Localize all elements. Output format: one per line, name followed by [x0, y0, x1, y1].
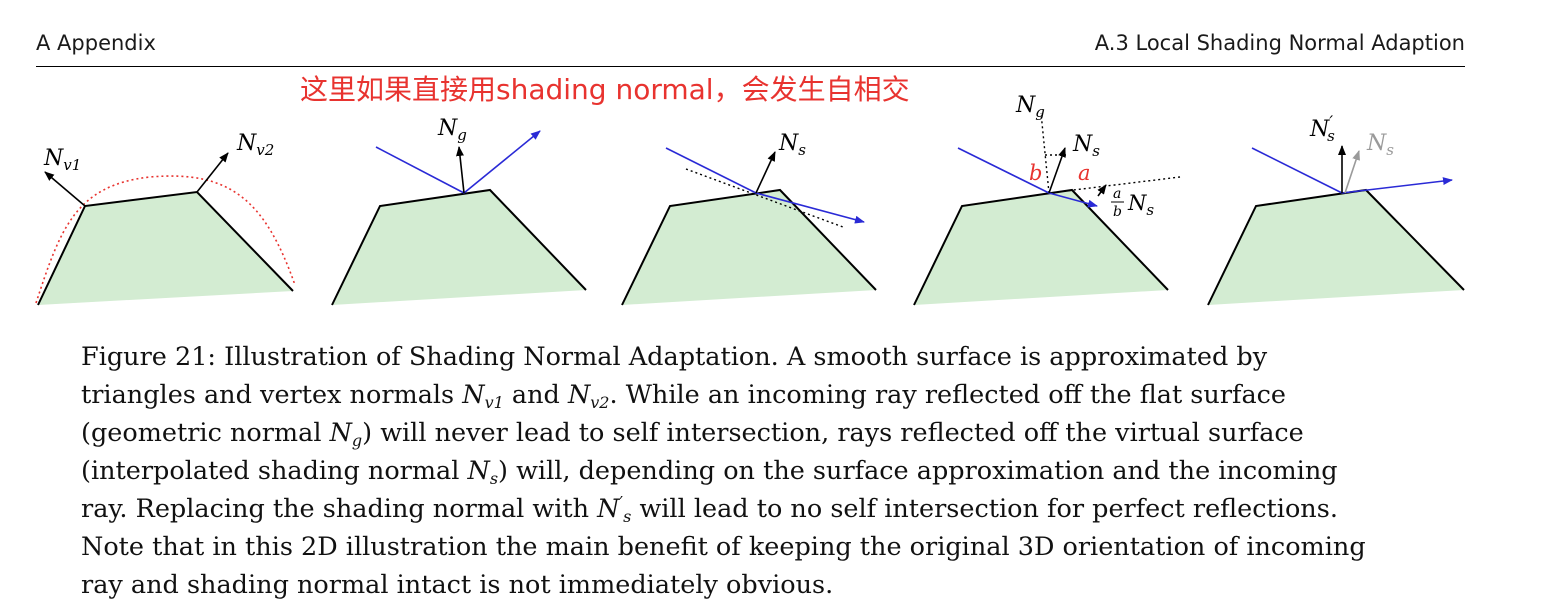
label-b: b [1029, 161, 1042, 185]
surface-edge [913, 188, 1169, 306]
figure-21: Nv1 Nv2 Ng Ns Ng Ns b a a b [35, 93, 1465, 306]
normal-v2-arrow [196, 152, 229, 193]
label-n-s: Ns [778, 131, 806, 159]
header-rule [36, 66, 1465, 67]
handwritten-annotation: 这里如果直接用shading normal，会发生自相交 [300, 73, 910, 106]
figure-caption: Figure 21: Illustration of Shading Norma… [81, 338, 1426, 604]
incoming-ray [957, 147, 1050, 194]
caption-line: ray. Replacing the shading normal with N… [81, 492, 1338, 526]
label-frac-den: b [1113, 204, 1122, 220]
scaled-normal-arrow [1097, 184, 1107, 197]
tangent-dotted [1048, 176, 1181, 194]
label-a: a [1078, 161, 1091, 185]
normal-s-arrow [1048, 147, 1066, 194]
label-n-v2: Nv2 [236, 131, 274, 159]
geometric-normal-dotted [1040, 112, 1050, 194]
reflected-ray [755, 192, 865, 224]
label-n-v1: Nv1 [43, 146, 81, 174]
surface-edge [1207, 188, 1465, 306]
normal-v1-arrow [44, 171, 86, 207]
label-n-s: Ns [1072, 132, 1100, 160]
caption-line: (geometric normal Ng) will never lead to… [81, 418, 1304, 450]
running-header-subsection: A.3 Local Shading Normal Adaption [1094, 31, 1465, 55]
label-n-g: Ng [437, 116, 467, 144]
reflected-ray [463, 130, 541, 194]
label-n-s: Ns [1366, 131, 1394, 159]
caption-line: triangles and vertex normals Nv1 and Nv2… [81, 380, 1287, 412]
incoming-ray [1251, 147, 1343, 194]
surface-fill [914, 190, 1168, 305]
panel-shading-normal: Ns [621, 131, 877, 306]
normal-s-arrow [755, 151, 776, 194]
surface-edge [621, 188, 877, 306]
normal-s-original-arrow [1344, 150, 1360, 194]
surface-fill [38, 192, 293, 305]
panel-geometric-normal: Ng [331, 116, 587, 306]
reflected-ray [1341, 177, 1453, 194]
label-n-s-prime: N′ s [1309, 113, 1335, 145]
caption-line: ray and shading normal intact is not imm… [81, 570, 834, 600]
caption-line: Note that in this 2D illustration the ma… [81, 532, 1366, 562]
label-n-g: Ng [1015, 93, 1045, 121]
surface-edge [37, 190, 294, 306]
reflected-ray [1048, 192, 1098, 208]
label-scaled-n-s: Ns [1127, 191, 1154, 219]
caption-line: (interpolated shading normal Ns) will, d… [81, 456, 1338, 488]
surface-fill [622, 190, 876, 305]
running-header-section: A Appendix [36, 31, 156, 55]
label-frac-num: a [1113, 186, 1121, 202]
panel-vertex-normals: Nv1 Nv2 [35, 131, 296, 306]
caption-line: Figure 21: Illustration of Shading Norma… [81, 342, 1268, 372]
incoming-ray [665, 147, 757, 194]
surface-fill [332, 190, 586, 305]
incoming-ray [375, 146, 465, 194]
panel-adapted-construction: Ng Ns b a a b Ns [913, 93, 1181, 306]
panel-adapted-normal: N′ s Ns [1207, 113, 1465, 306]
normal-g-arrow [455, 146, 465, 194]
surface-fill [1208, 190, 1464, 305]
surface-edge [331, 188, 587, 306]
